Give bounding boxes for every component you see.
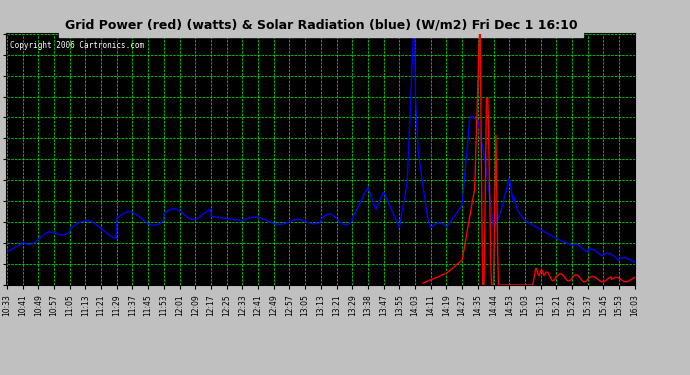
Title: Grid Power (red) (watts) & Solar Radiation (blue) (W/m2) Fri Dec 1 16:10: Grid Power (red) (watts) & Solar Radiati… — [65, 18, 577, 31]
Text: Copyright 2006 Cartronics.com: Copyright 2006 Cartronics.com — [10, 41, 144, 50]
